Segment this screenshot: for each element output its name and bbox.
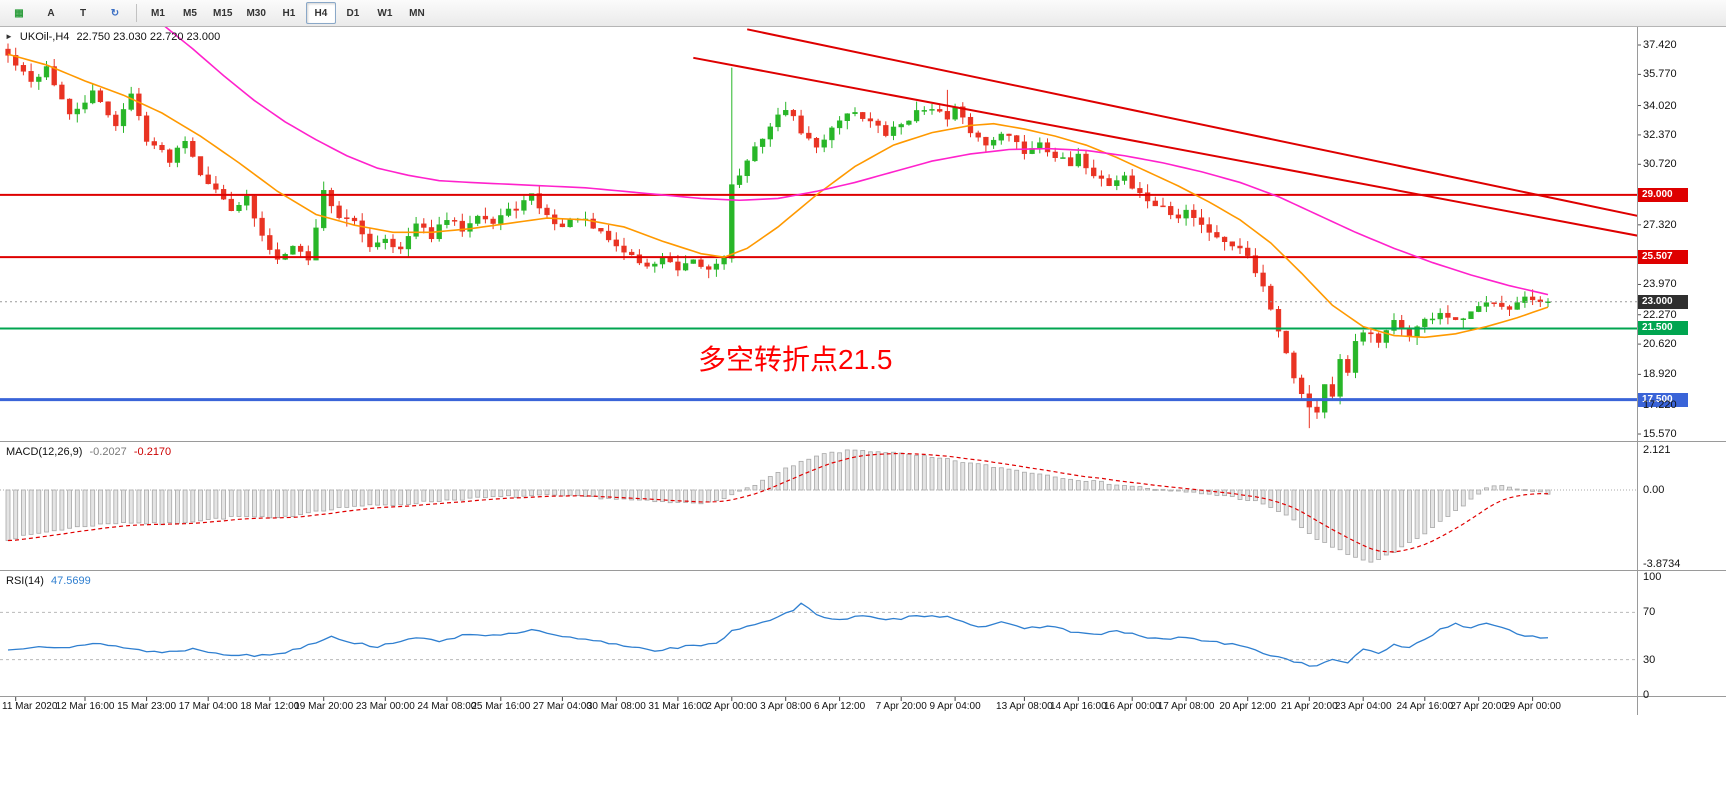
timeframe-button-m15[interactable]: M15	[213, 7, 233, 19]
timeframe-button-d1[interactable]: D1	[346, 7, 360, 19]
timeframe-button-mn[interactable]: MN	[409, 7, 425, 19]
timeframe-button-m1[interactable]: M1	[151, 7, 165, 19]
toolbar-left-group: ▦ A T ↻	[4, 2, 130, 24]
macd-signal-line	[7, 452, 1549, 553]
timeframe-button-h1[interactable]: H1	[282, 7, 296, 19]
timeframe-button-m5[interactable]: M5	[183, 7, 197, 19]
candlestick-chart-icon[interactable]: ▦	[14, 7, 24, 19]
top-toolbar: ▦ A T ↻ M1 M5 M15 M30 H1 H4 D1 W1 MN	[0, 0, 1726, 27]
timeframe-button-h4[interactable]: H4	[305, 2, 336, 24]
toolbar-separator	[136, 4, 137, 22]
trendline-1[interactable]	[746, 28, 1648, 218]
candlestick-series	[5, 43, 1551, 429]
cycle-arrows-icon[interactable]: ↻	[110, 7, 120, 19]
timeframe-button-m30[interactable]: M30	[246, 7, 266, 19]
timeframe-button-w1[interactable]: W1	[377, 7, 393, 19]
text-tool-button[interactable]: T	[79, 7, 87, 19]
ma-fast-line	[7, 53, 1549, 339]
trendline-2[interactable]	[693, 56, 1648, 238]
ma-slow-line	[163, 26, 1549, 296]
cursor-a-button[interactable]: A	[47, 7, 55, 19]
rsi-line	[7, 602, 1549, 667]
timeframe-button-group: M1 M5 M15 M30 H1 H4 D1 W1 MN	[143, 2, 432, 24]
macd-histogram	[5, 449, 1551, 563]
